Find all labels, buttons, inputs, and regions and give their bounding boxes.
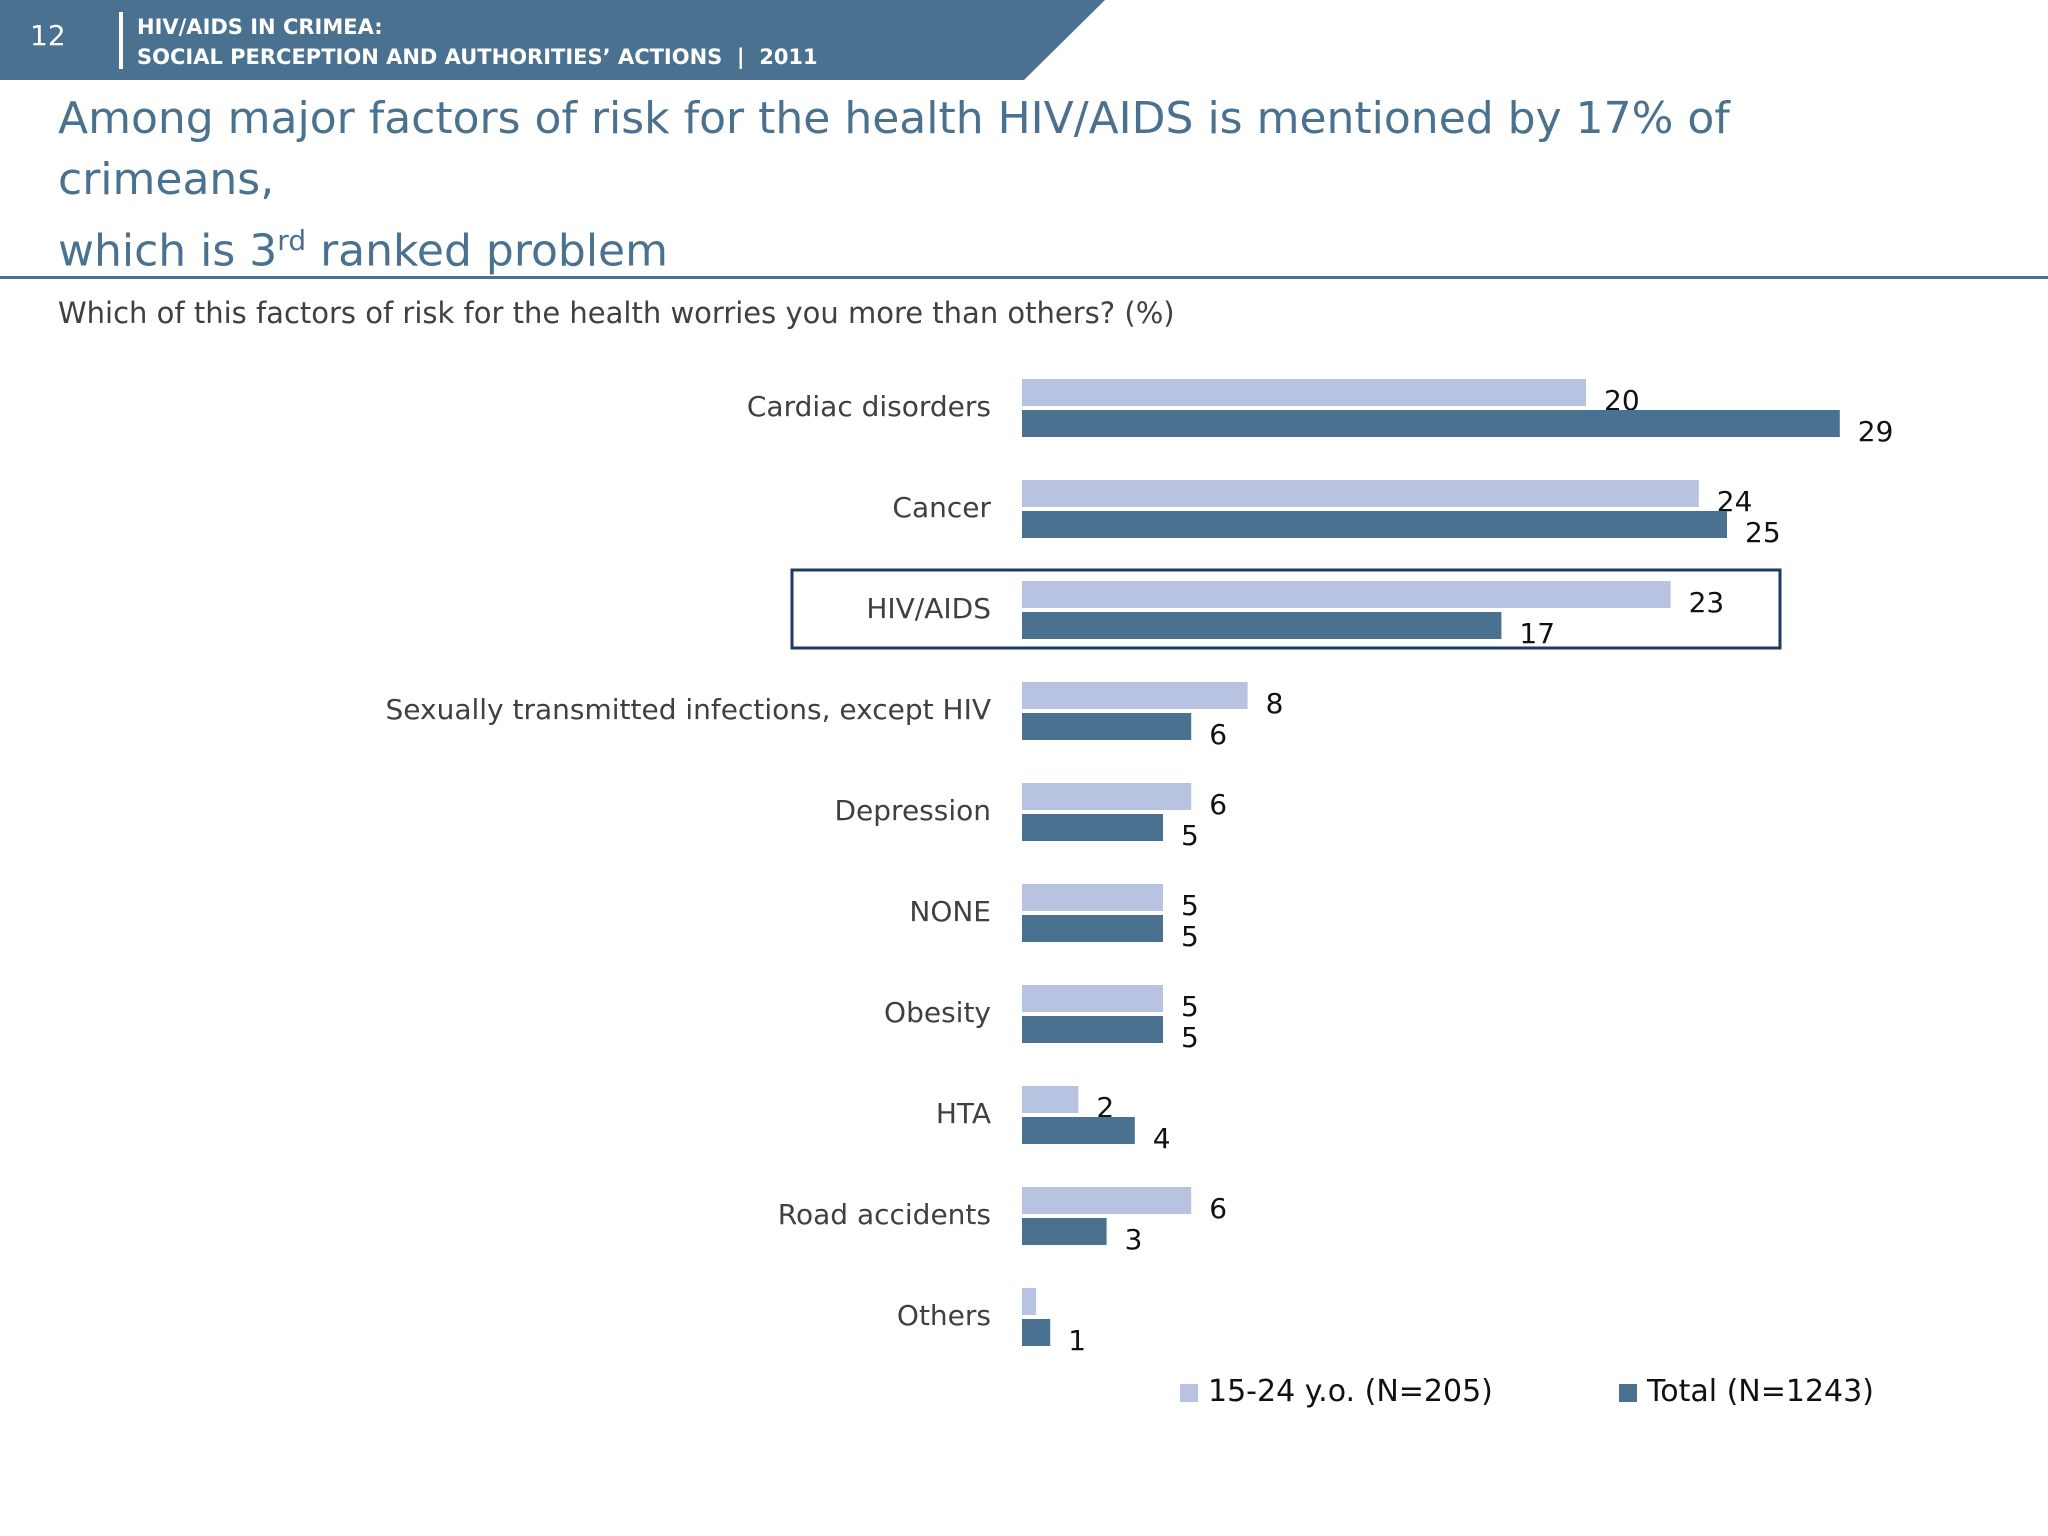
category-label-depression: Depression — [834, 794, 991, 827]
value-label-hiv-aids-series-2: 17 — [1519, 617, 1555, 650]
header-text: HIV/AIDS IN CRIMEA: SOCIAL PERCEPTION AN… — [137, 12, 818, 72]
bar-others-series-1 — [1022, 1288, 1037, 1315]
slide-title-line-2: which is 3rd ranked problem — [58, 210, 1958, 282]
value-label-cancer-series-2: 25 — [1745, 516, 1781, 549]
bar-hta-series-2 — [1022, 1117, 1135, 1144]
legend-item-youth: 15-24 y.o. (N=205) — [1180, 1372, 1493, 1412]
category-label-sexually-transmitted-infections-except-hiv: Sexually transmitted infections, except … — [386, 693, 992, 726]
header-line-1: HIV/AIDS IN CRIMEA: — [137, 15, 383, 39]
bar-none-series-1 — [1022, 884, 1163, 911]
title-rule — [0, 276, 2048, 279]
value-label-hiv-aids-series-1: 23 — [1689, 586, 1725, 619]
bar-depression-series-1 — [1022, 783, 1192, 810]
bar-depression-series-2 — [1022, 814, 1163, 841]
value-label-others-series-2: 1 — [1068, 1324, 1086, 1357]
header-band — [0, 0, 2048, 80]
category-label-others: Others — [897, 1299, 991, 1332]
bar-cardiac-disorders-series-1 — [1022, 379, 1586, 406]
slide-title-line-1: Among major factors of risk for the heal… — [58, 93, 1730, 205]
bar-cancer-series-1 — [1022, 480, 1699, 507]
category-label-cancer: Cancer — [892, 491, 991, 524]
bar-road-accidents-series-2 — [1022, 1218, 1107, 1245]
title-superscript: rd — [277, 224, 307, 257]
bar-sexually-transmitted-infections-except-hiv-series-2 — [1022, 713, 1192, 740]
value-label-hta-series-1: 2 — [1096, 1091, 1114, 1124]
header-line-2: SOCIAL PERCEPTION AND AUTHORITIES’ ACTIO… — [137, 45, 818, 69]
header-band-shape — [0, 0, 1105, 80]
legend-swatch-youth — [1180, 1384, 1198, 1402]
category-label-hiv-aids: HIV/AIDS — [866, 592, 991, 625]
value-label-depression-series-1: 6 — [1209, 788, 1227, 821]
slide-title: Among major factors of risk for the heal… — [58, 88, 1958, 282]
bar-cardiac-disorders-series-2 — [1022, 410, 1840, 437]
value-label-road-accidents-series-1: 6 — [1209, 1192, 1227, 1225]
bar-hiv-aids-series-2 — [1022, 612, 1502, 639]
value-label-obesity-series-2: 5 — [1181, 1021, 1199, 1054]
survey-question: Which of this factors of risk for the he… — [58, 296, 1175, 330]
highlight-box-hiv-aids — [790, 568, 1782, 650]
bar-others-series-2 — [1022, 1319, 1051, 1346]
bar-none-series-2 — [1022, 915, 1163, 942]
bar-road-accidents-series-1 — [1022, 1187, 1192, 1214]
value-label-obesity-series-1: 5 — [1181, 990, 1199, 1023]
legend-label-total: Total (N=1243) — [1647, 1374, 1874, 1409]
title-line-2-start: which is 3 — [58, 225, 278, 277]
category-label-road-accidents: Road accidents — [778, 1198, 991, 1231]
header-divider — [119, 12, 123, 69]
category-label-cardiac-disorders: Cardiac disorders — [747, 390, 991, 423]
category-label-hta: HTA — [936, 1097, 991, 1130]
bar-hta-series-1 — [1022, 1086, 1079, 1113]
title-line-2-end: ranked problem — [306, 225, 668, 277]
bar-obesity-series-1 — [1022, 985, 1163, 1012]
value-label-none-series-2: 5 — [1181, 920, 1199, 953]
value-label-sexually-transmitted-infections-except-hiv-series-2: 6 — [1209, 718, 1227, 751]
legend-label-youth: 15-24 y.o. (N=205) — [1208, 1374, 1493, 1409]
bar-obesity-series-2 — [1022, 1016, 1163, 1043]
bar-sexually-transmitted-infections-except-hiv-series-1 — [1022, 682, 1248, 709]
category-label-none: NONE — [909, 895, 991, 928]
value-label-sexually-transmitted-infections-except-hiv-series-1: 8 — [1266, 687, 1284, 720]
value-label-road-accidents-series-2: 3 — [1125, 1223, 1143, 1256]
bar-hiv-aids-series-1 — [1022, 581, 1671, 608]
category-label-obesity: Obesity — [884, 996, 991, 1029]
value-label-cardiac-disorders-series-2: 29 — [1858, 415, 1894, 448]
value-label-none-series-1: 5 — [1181, 889, 1199, 922]
value-label-depression-series-2: 5 — [1181, 819, 1199, 852]
page-number: 12 — [30, 19, 66, 52]
legend-swatch-total — [1619, 1384, 1637, 1402]
value-label-hta-series-2: 4 — [1153, 1122, 1171, 1155]
bar-cancer-series-2 — [1022, 511, 1727, 538]
legend-item-total: Total (N=1243) — [1619, 1372, 1874, 1412]
